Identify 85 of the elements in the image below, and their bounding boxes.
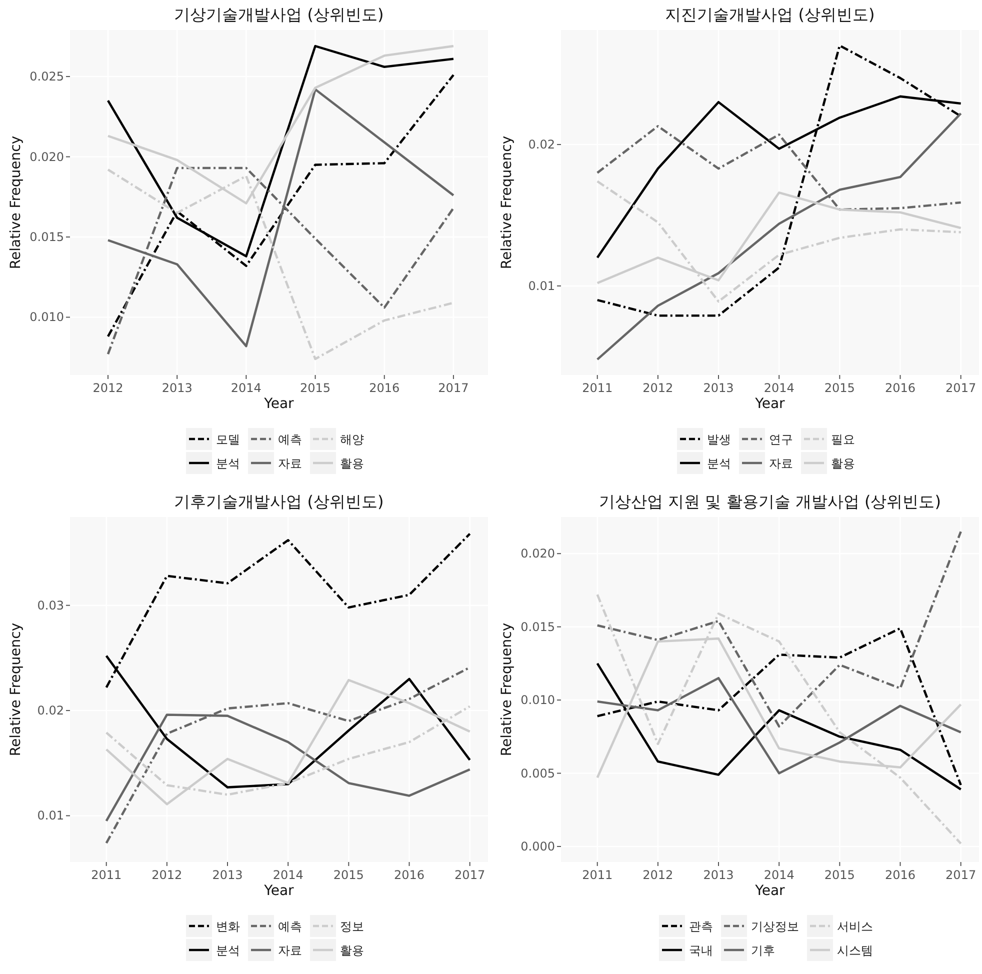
line-series [596,530,962,728]
y-tick-label: 0.020 [30,150,64,164]
x-tick-label: 2016 [394,868,425,882]
x-tick-label: 2014 [764,868,794,882]
y-tick-label: 0.015 [30,230,64,244]
x-tick-label: 2011 [582,868,613,882]
legend-label: 분석 [216,456,240,470]
x-axis-title: Year [754,883,786,899]
x-tick-label: 2014 [230,381,262,395]
legend-label: 활용 [831,456,855,470]
chart-title: 기후기술개발사업 (상위빈도) [174,492,384,511]
x-tick-label: 2013 [703,381,734,395]
legend-label: 정보 [340,920,364,934]
line-series [105,678,471,806]
x-tick-label: 2014 [272,868,304,882]
x-tick-label: 2012 [152,868,182,882]
legend-label: 필요 [831,432,855,446]
legend-label: 예측 [278,920,302,934]
y-tick-label: 0.015 [520,620,555,634]
x-tick-label: 2017 [438,381,469,395]
legend-label: 자료 [769,456,793,470]
y-tick-label: 0.020 [520,546,555,561]
x-tick-label: 2017 [946,381,976,395]
x-tick-label: 2015 [824,868,855,882]
line-series [596,112,962,361]
x-tick-label: 2016 [884,868,916,882]
x-axis-title: Year [754,396,786,412]
chart-title: 기상기술개발사업 (상위빈도) [174,5,384,24]
y-axis-title: Relative Frequency [8,622,24,756]
legend-label: 발생 [707,432,731,446]
line-series [596,44,962,317]
x-tick-label: 2014 [764,381,794,395]
legend-label: 연구 [769,432,793,446]
x-tick-label: 2017 [454,868,486,882]
y-axis-title: Relative Frequency [8,136,24,270]
y-tick-label: 0.02 [37,704,64,718]
chart-title: 기상산업 지원 및 활용기술 개발사업 (상위빈도) [599,492,941,511]
legend-label: 해양 [340,432,364,446]
y-tick-label: 0.03 [37,598,64,612]
y-tick-label: 0.005 [520,766,555,780]
chart-title: 지진기술개발사업 (상위빈도) [665,5,875,24]
y-tick-label: 0.025 [30,70,64,84]
legend-label: 국내 [689,944,713,958]
legend-label: 시스템 [837,944,873,958]
x-tick-label: 2011 [91,868,122,882]
y-tick-label: 0.01 [528,278,555,293]
x-tick-label: 2012 [642,381,674,395]
x-tick-label: 2013 [212,868,243,882]
legend-label: 분석 [216,944,240,958]
x-tick-label: 2011 [582,381,613,395]
legend-label: 기상정보 [751,920,799,934]
legend-label: 분석 [707,456,731,470]
legend-label: 활용 [340,944,364,958]
x-tick-label: 2017 [946,868,976,882]
legend-label: 활용 [340,456,364,470]
x-tick-label: 2015 [300,381,331,395]
x-axis-title: Year [263,883,294,899]
x-tick-label: 2013 [162,381,192,395]
y-tick-label: 0.000 [520,839,555,854]
legend-label: 서비스 [837,920,873,934]
legend-label: 자료 [278,456,302,470]
legend-label: 변화 [216,920,240,934]
y-tick-label: 0.010 [520,693,555,708]
x-tick-label: 2016 [884,381,916,395]
y-axis-title: Relative Frequency [499,622,515,756]
legend-label: 예측 [278,432,302,446]
legend-label: 자료 [278,944,302,958]
line-series [596,180,962,303]
legend-label: 관측 [689,920,713,934]
x-axis-title: Year [263,396,294,412]
x-tick-label: 2015 [333,868,364,882]
legend-label: 모델 [216,432,240,446]
line-series [105,666,471,844]
x-tick-label: 2013 [703,868,734,882]
y-tick-label: 0.010 [30,310,64,324]
x-tick-label: 2012 [642,868,674,882]
y-tick-label: 0.02 [528,138,555,152]
legend-label: 기후 [751,944,775,958]
y-axis-title: Relative Frequency [499,136,515,270]
y-tick-label: 0.01 [37,808,64,823]
x-tick-label: 2016 [369,381,400,395]
line-series [596,593,962,845]
x-tick-label: 2012 [92,381,124,395]
line-series [596,676,962,774]
x-tick-label: 2015 [824,381,855,395]
